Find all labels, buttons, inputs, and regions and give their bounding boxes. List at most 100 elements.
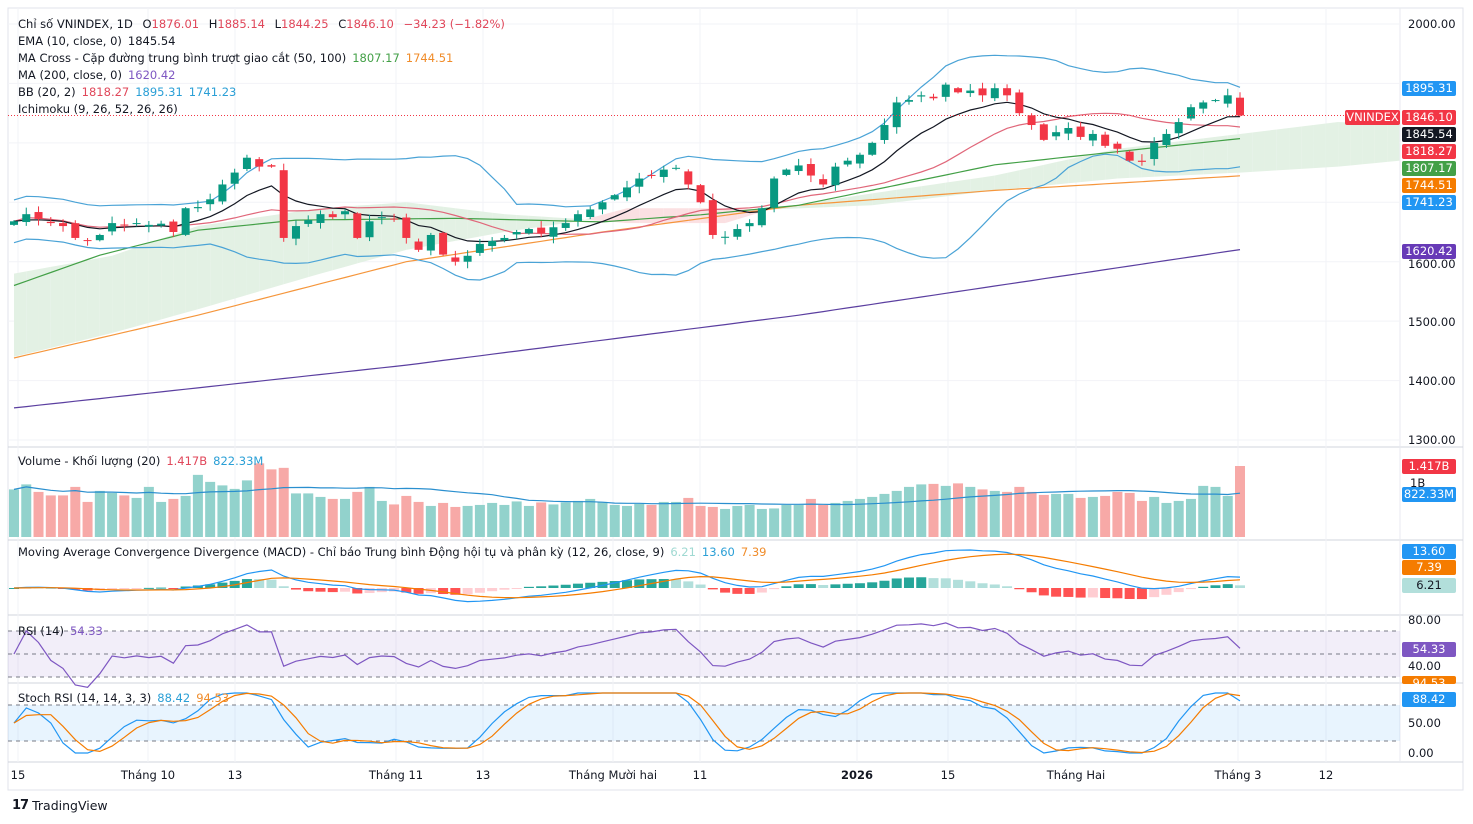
- macd-legend[interactable]: Moving Average Convergence Divergence (M…: [18, 545, 772, 559]
- ichimoku-cloud-segment: [528, 215, 542, 229]
- candle: [1101, 131, 1110, 148]
- candle: [59, 219, 68, 232]
- candle: [304, 215, 313, 227]
- volume-bar: [928, 483, 939, 537]
- bb-legend[interactable]: BB (20, 2) 1818.27 1895.31 1741.23: [18, 85, 242, 99]
- ma-cross-legend[interactable]: MA Cross - Cặp đường trung bình trượt gi…: [18, 51, 459, 65]
- volume-legend[interactable]: Volume - Khối lượng (20) 1.417B 822.33M: [18, 454, 269, 468]
- candle-body: [230, 172, 239, 184]
- candle-body: [341, 211, 350, 215]
- candle: [512, 229, 521, 240]
- macd-histogram-bar: [499, 588, 510, 590]
- candle: [365, 214, 374, 242]
- ema-value: 1845.54: [127, 34, 176, 48]
- volume-bar: [1063, 493, 1074, 537]
- macd-histogram-bar: [720, 588, 731, 593]
- ichimoku-cloud-segment: [663, 208, 677, 224]
- candle-body: [855, 154, 864, 164]
- ichimoku-cloud-segment: [1387, 124, 1400, 162]
- volume-bar: [94, 490, 105, 537]
- candle: [291, 220, 300, 246]
- stoch-rsi-legend[interactable]: Stoch RSI (14, 14, 3, 3) 88.42 94.53: [18, 691, 235, 705]
- volume-bar: [536, 502, 547, 537]
- volume-ma-line: [13, 486, 1241, 506]
- candle: [733, 224, 742, 240]
- low-value: 1844.25: [281, 17, 329, 31]
- volume-bar: [450, 506, 461, 537]
- volume-bar: [622, 505, 632, 537]
- candle: [83, 238, 92, 246]
- ichimoku-cloud-segment: [1068, 156, 1081, 184]
- stoch-k-tag: 88.42: [1402, 692, 1456, 707]
- stoch-tick: 0.00: [1408, 746, 1434, 760]
- volume-bar: [732, 505, 743, 537]
- candle: [549, 221, 558, 244]
- ichimoku-cloud-segment: [504, 214, 517, 233]
- macd-histogram-bar: [1038, 588, 1049, 596]
- symbol-legend[interactable]: Chỉ số VNINDEX, 1D O1876.01 H1885.14 L18…: [18, 17, 511, 31]
- volume-bar: [891, 490, 902, 537]
- volume-bar: [180, 495, 191, 537]
- volume-bar: [903, 486, 914, 537]
- ichimoku-cloud-segment: [161, 234, 174, 320]
- macd-histogram-bar: [1222, 584, 1233, 588]
- ema-legend[interactable]: EMA (10, close, 0) 1845.54: [18, 34, 181, 48]
- ichimoku-cloud-segment: [602, 211, 615, 223]
- ichimoku-cloud-segment: [112, 251, 125, 334]
- candle-body: [279, 170, 288, 238]
- hist-tag: 6.21: [1402, 578, 1456, 593]
- candle: [524, 227, 533, 235]
- macd-histogram-bar: [989, 584, 1000, 588]
- ichimoku-cloud-segment: [577, 218, 591, 222]
- candle-body: [59, 223, 68, 227]
- macd-histogram-bar: [683, 581, 694, 588]
- candle: [1076, 121, 1085, 140]
- candle: [316, 210, 325, 229]
- ma50-value: 1807.17: [352, 51, 400, 65]
- macd-histogram-bar: [217, 582, 228, 588]
- volume-bar: [438, 502, 449, 537]
- candle: [843, 157, 852, 167]
- ichimoku-cloud-segment: [1313, 123, 1326, 169]
- high-label: H: [208, 17, 218, 31]
- bb-lower-line: [13, 153, 1241, 281]
- candle: [757, 205, 766, 228]
- candle-body: [1137, 160, 1146, 162]
- ichimoku-cloud-segment: [1350, 122, 1363, 166]
- candle-body: [500, 237, 509, 241]
- macd-histogram-bar: [903, 577, 914, 588]
- volume-bar: [266, 469, 277, 537]
- ichimoku-cloud-segment: [590, 214, 603, 222]
- macd-signal-line: [13, 553, 1241, 599]
- candle: [402, 213, 411, 244]
- time-tick: 11: [692, 768, 708, 782]
- candle: [1052, 125, 1061, 141]
- price-tick: 1400.00: [1408, 374, 1456, 388]
- candle-body: [304, 220, 313, 224]
- candle: [659, 165, 668, 183]
- candle: [537, 221, 546, 238]
- ichimoku-cloud-segment: [1166, 141, 1179, 177]
- candle: [279, 163, 288, 242]
- macd-histogram-bar: [487, 588, 498, 592]
- candle: [144, 221, 153, 233]
- time-tick: Tháng 10: [120, 768, 176, 782]
- ma200-tag: 1620.42: [1402, 244, 1456, 259]
- bb-label: BB (20, 2): [18, 85, 76, 99]
- tradingview-logo[interactable]: 17 TradingView: [12, 798, 108, 813]
- ichimoku-legend[interactable]: Ichimoku (9, 26, 52, 26, 26): [18, 102, 184, 116]
- volume-bar: [340, 498, 351, 537]
- volume-bar: [327, 498, 338, 537]
- volume-bar: [879, 493, 890, 537]
- rsi-legend[interactable]: RSI (14) 54.33: [18, 624, 109, 638]
- volume-bar: [1173, 500, 1184, 537]
- macd-histogram-bar: [9, 588, 19, 589]
- time-tick-year: 2026: [840, 768, 874, 782]
- candle-body: [463, 255, 472, 262]
- ichimoku-cloud-segment: [38, 266, 51, 351]
- macd-histogram-bar: [278, 586, 289, 588]
- ma200-legend[interactable]: MA (200, close, 0) 1620.42: [18, 68, 182, 82]
- ohlc-low: L1844.25: [275, 17, 329, 31]
- candle-body: [561, 223, 570, 228]
